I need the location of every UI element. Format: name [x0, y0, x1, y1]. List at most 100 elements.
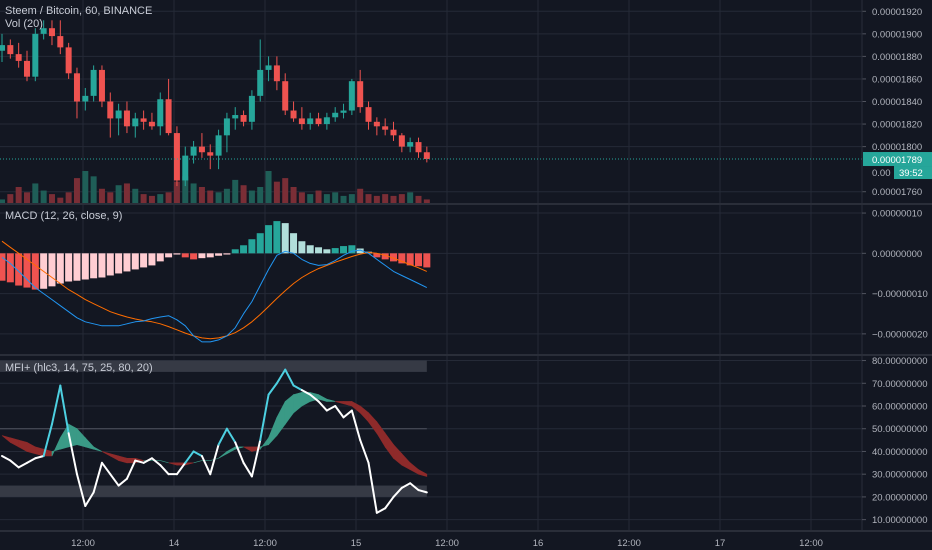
macd-histogram-bar: [248, 239, 256, 254]
candle-body[interactable]: [340, 110, 347, 113]
candle-body[interactable]: [207, 152, 214, 156]
candle-body[interactable]: [23, 60, 30, 77]
candle-body[interactable]: [123, 110, 130, 127]
candle-body[interactable]: [40, 28, 47, 34]
candle-body[interactable]: [57, 36, 64, 48]
candle-body[interactable]: [232, 115, 239, 119]
mfi-line-segment: [34, 455, 45, 460]
candle-body[interactable]: [157, 99, 164, 127]
volume-bar: [132, 188, 139, 203]
volume-bar: [0, 199, 5, 203]
candle-body[interactable]: [65, 47, 72, 74]
chart-title: Steem / Bitcoin, 60, BINANCE: [5, 5, 152, 17]
candle-body[interactable]: [32, 33, 39, 77]
candle-body[interactable]: [398, 135, 405, 147]
macd-histogram-bar: [381, 253, 389, 260]
candle-body[interactable]: [0, 45, 5, 51]
candle-body[interactable]: [315, 118, 322, 125]
macd-histogram-bar: [148, 253, 156, 266]
volume-bar: [48, 194, 55, 203]
macd-histogram-bar: [173, 253, 181, 255]
volume-bar: [32, 183, 39, 203]
candle-body[interactable]: [423, 152, 430, 160]
candle-body[interactable]: [415, 142, 422, 153]
time-tick-label: 12:00: [799, 538, 823, 549]
macd-histogram-bar: [390, 253, 398, 262]
candle-body[interactable]: [307, 118, 314, 125]
candle-body[interactable]: [107, 101, 114, 119]
candle-body[interactable]: [373, 121, 380, 127]
candle-body[interactable]: [173, 133, 180, 181]
mfi-line-segment: [267, 382, 278, 396]
candle-body[interactable]: [182, 155, 189, 181]
macd-histogram-bar: [206, 253, 214, 258]
price-pane[interactable]: [0, 20, 862, 203]
macd-pane[interactable]: [0, 221, 431, 343]
mfi-line-segment: [292, 384, 303, 392]
mfi-line-segment: [209, 443, 220, 476]
candle-body[interactable]: [132, 118, 139, 127]
mfi-line-segment: [142, 457, 153, 464]
volume-bar: [40, 190, 47, 203]
macd-histogram-bar: [415, 253, 422, 267]
mfi-line-segment: [25, 457, 37, 464]
candle-body[interactable]: [390, 129, 397, 136]
volume-bar: [382, 194, 389, 203]
macd-histogram-bar: [23, 253, 31, 288]
candle-body[interactable]: [332, 112, 339, 118]
candle-body[interactable]: [240, 115, 247, 122]
candle-body[interactable]: [290, 110, 297, 119]
candle-body[interactable]: [215, 135, 222, 156]
candle-body[interactable]: [73, 73, 80, 102]
candle-body[interactable]: [115, 110, 122, 119]
mfi-line-segment: [400, 482, 412, 489]
mfi-line-segment: [300, 389, 312, 396]
candle-body[interactable]: [348, 81, 355, 111]
candle-body[interactable]: [248, 95, 255, 122]
macd-histogram-bar: [131, 253, 139, 270]
volume-bar: [298, 192, 305, 203]
macd-histogram-bar: [315, 247, 323, 254]
macd-histogram-bar: [356, 248, 364, 254]
candle-body[interactable]: [48, 28, 55, 37]
mfi-line-segment: [225, 427, 237, 444]
volume-bar: [7, 194, 14, 203]
mfi-line-segment: [9, 459, 20, 469]
candle-body[interactable]: [365, 107, 372, 122]
candle-body[interactable]: [165, 99, 172, 134]
mfi-pane[interactable]: [0, 360, 428, 514]
candle-body[interactable]: [82, 95, 89, 102]
mfi-line-segment: [334, 405, 345, 419]
macd-histogram-bar: [165, 253, 173, 258]
current-price-badge: [863, 152, 932, 167]
candle-body[interactable]: [90, 69, 97, 96]
candle-body[interactable]: [148, 121, 155, 127]
candle-body[interactable]: [298, 118, 305, 125]
volume-bar: [398, 194, 405, 203]
candle-body[interactable]: [265, 65, 272, 70]
candle-body[interactable]: [7, 45, 14, 55]
candle-body[interactable]: [357, 81, 364, 108]
volume-bar: [57, 197, 64, 203]
macd-title: MACD (12, 26, close, 9): [5, 210, 122, 222]
candle-body[interactable]: [323, 117, 330, 125]
mfi-line-segment: [159, 464, 170, 476]
candle-body[interactable]: [15, 54, 22, 61]
candle-body[interactable]: [407, 142, 414, 147]
macd-histogram-bar: [31, 253, 39, 290]
candle-body[interactable]: [190, 146, 197, 156]
candle-body[interactable]: [198, 146, 205, 153]
candle-body[interactable]: [273, 65, 280, 82]
candle-body[interactable]: [140, 118, 147, 122]
candle-body[interactable]: [382, 126, 389, 130]
candle-body[interactable]: [282, 81, 289, 111]
candle-body[interactable]: [98, 69, 105, 102]
candle-body[interactable]: [223, 118, 230, 136]
mfi-line-segment: [150, 457, 162, 467]
macd-histogram-bar: [181, 253, 189, 258]
candle-body[interactable]: [257, 69, 264, 96]
